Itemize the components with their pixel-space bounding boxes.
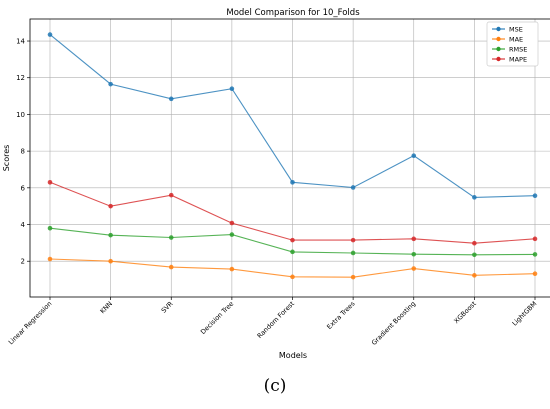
y-axis-label: Scores: [2, 145, 11, 172]
data-point-rmse: [168, 235, 174, 240]
x-axis: Linear Regression KNN SVR Decision Tree Rand…: [7, 297, 539, 347]
data-point-rmse: [411, 251, 417, 257]
data-point-mape: [168, 192, 174, 198]
data-point-rmse: [350, 250, 356, 256]
x-axis-label: Models: [279, 351, 307, 360]
data-point-mape: [532, 236, 538, 242]
data-point-rmse: [472, 252, 477, 258]
legend-box: [486, 21, 539, 67]
data-point-rmse: [47, 225, 53, 231]
legend-marker: [496, 56, 501, 62]
data-point-mse: [47, 32, 53, 37]
data-point-mse: [472, 195, 477, 200]
y-tick-label: 4: [21, 221, 26, 229]
y-tick-label: 2: [21, 258, 25, 266]
data-point-mse: [532, 193, 538, 199]
x-tick-label: SVR: [160, 299, 175, 314]
data-point-mape: [411, 236, 417, 242]
data-point-mse: [108, 81, 113, 87]
chart-title: Model Comparison for 10_Folds: [226, 8, 360, 18]
y-axis: 2 4 6 8 10 12 14: [16, 38, 30, 266]
x-tick-label: Extra Trees: [325, 299, 357, 331]
data-point-mape: [472, 240, 477, 246]
legend-marker: [496, 36, 501, 42]
x-tick-label: LightGBM: [511, 300, 539, 328]
data-point-mape: [229, 220, 235, 226]
data-point-mape: [47, 180, 53, 185]
y-tick-label: 10: [16, 111, 25, 119]
data-point-rmse: [229, 232, 235, 237]
legend: MSE MAE RMSE MAPE: [486, 21, 539, 67]
data-point-rmse: [290, 249, 295, 255]
legend-label: MAPE: [509, 56, 527, 64]
x-tick-label: Decision Tree: [199, 300, 235, 336]
panel-label: (c): [263, 376, 287, 396]
data-point-mse: [411, 153, 417, 159]
x-tick-label: Gradient Boosting: [370, 300, 417, 347]
data-point-mae: [532, 271, 538, 276]
data-point-mape: [108, 203, 113, 209]
data-point-mape: [350, 237, 356, 243]
legend-label: MSE: [509, 26, 523, 34]
data-point-mae: [472, 273, 477, 278]
series-layer: [47, 32, 538, 280]
data-point-mae: [108, 258, 113, 264]
y-tick-label: 12: [16, 74, 25, 82]
x-tick-label: Random Forest: [256, 299, 297, 340]
data-point-mae: [350, 274, 356, 280]
data-point-mae: [47, 256, 53, 262]
legend-label: MAE: [509, 36, 523, 44]
legend-marker: [496, 26, 501, 32]
legend-label: RMSE: [509, 46, 527, 54]
data-point-rmse: [108, 232, 113, 238]
x-tick-label: Linear Regression: [7, 300, 54, 347]
data-point-mae: [229, 266, 235, 272]
legend-marker: [496, 46, 501, 52]
data-point-mse: [229, 86, 235, 92]
data-point-mse: [168, 96, 174, 102]
data-point-mse: [290, 180, 295, 185]
y-tick-label: 14: [16, 38, 25, 46]
data-point-mape: [290, 237, 295, 243]
plot-frame: [29, 18, 550, 298]
data-point-mae: [411, 266, 417, 271]
data-point-mae: [290, 274, 295, 280]
data-point-rmse: [532, 252, 538, 257]
data-point-mse: [350, 185, 356, 190]
line-chart: Model Comparison for 10_Folds 2 4 6 8 10 12 14…: [2, 8, 550, 360]
data-point-mae: [168, 264, 174, 270]
x-tick-label: KNN: [98, 300, 114, 316]
y-tick-label: 8: [21, 148, 25, 156]
x-tick-label: XGBoost: [452, 299, 478, 325]
y-tick-label: 6: [21, 184, 26, 192]
